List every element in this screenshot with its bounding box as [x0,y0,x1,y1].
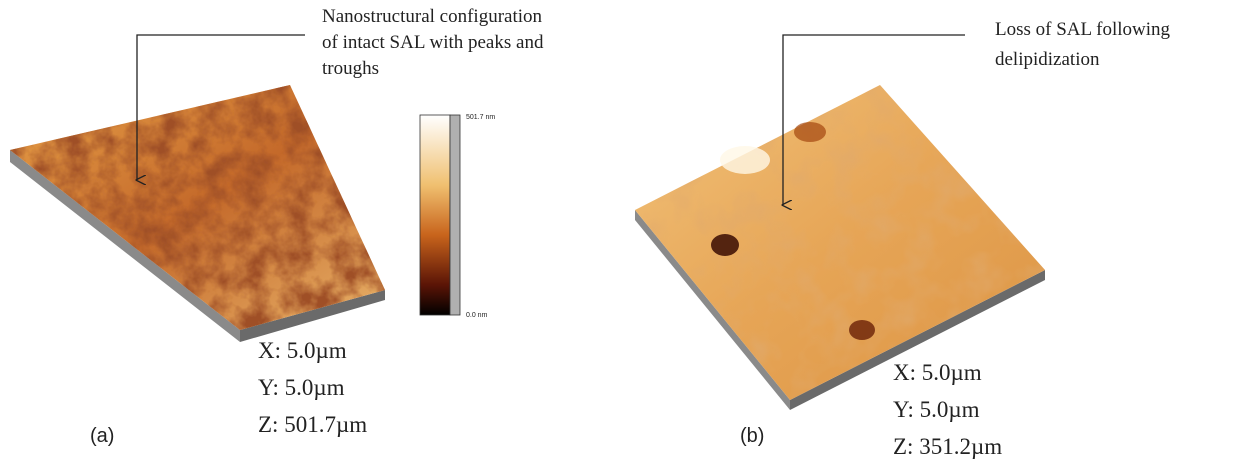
panel-label: (b) [740,425,764,447]
dimension: X: 5.0µm [893,360,982,385]
dimension: Z: 351.2µm [893,434,1002,459]
colorbar: 501.7 nm 0.0 nm [420,114,495,319]
annotation-line: troughs [322,58,379,79]
annotation-line: Nanostructural configuration [322,6,543,27]
colorbar-strip [450,115,460,315]
dimension: Y: 5.0µm [258,375,345,400]
page: {"panels": [ {"label": "(a)", "annotatio… [0,0,1234,468]
pit [794,122,826,142]
dimension: Y: 5.0µm [893,397,980,422]
colorbar-gradient [420,115,450,315]
annotation-line: Loss of SAL following [995,19,1171,40]
surface-a [10,85,385,342]
figure: 501.7 nm 0.0 nm Nanostructural configura… [0,0,1234,468]
surface-texture [10,85,385,330]
colorbar-max: 501.7 nm [466,114,495,121]
dimension: X: 5.0µm [258,338,347,363]
colorbar-min: 0.0 nm [466,312,488,319]
pit [849,320,875,340]
pit [711,234,739,256]
annotation-line: of intact SAL with peaks and [322,32,544,53]
peak [720,146,770,174]
surface-texture [635,85,1045,400]
surface-b [635,85,1045,410]
panel-label: (a) [90,425,114,447]
annotation-line: delipidization [995,49,1100,70]
dimension: Z: 501.7µm [258,412,367,437]
